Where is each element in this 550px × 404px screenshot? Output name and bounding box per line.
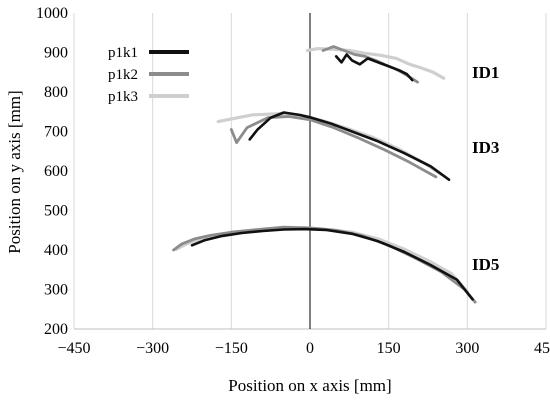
x-tick-label: 450 — [534, 340, 550, 357]
axes — [74, 13, 546, 330]
series-line-p1k1-id5 — [190, 227, 474, 301]
y-tick-label: 500 — [44, 203, 68, 220]
y-tick-label: 900 — [44, 45, 68, 62]
y-tick-label: 600 — [44, 163, 68, 180]
group-annotations: ID1 ID3 ID5 — [472, 63, 499, 274]
legend-label-p1k2: p1k2 — [108, 67, 138, 83]
legend-label-p1k1: p1k1 — [108, 45, 138, 61]
y-axis-title: Position on y axis [mm] — [5, 90, 24, 253]
y-tick-label: 400 — [44, 242, 68, 259]
series-line-p1k1-id3 — [248, 111, 451, 181]
x-tick-label: −150 — [215, 340, 248, 357]
annotation-id5: ID5 — [472, 255, 499, 274]
y-tick-label: 200 — [44, 321, 68, 338]
legend-item-p1k1: p1k1 — [108, 45, 189, 61]
x-tick-label: −300 — [136, 340, 169, 357]
series-line-p1k2-id3 — [229, 115, 438, 179]
x-tick-label: 0 — [306, 340, 314, 357]
legend-label-p1k3: p1k3 — [108, 89, 138, 105]
x-axis-title: Position on x axis [mm] — [228, 376, 391, 395]
y-tick-label: 1000 — [36, 5, 68, 22]
series-lines — [172, 45, 477, 304]
legend: p1k1 p1k2 p1k3 — [108, 45, 189, 105]
x-tick-label: 300 — [455, 340, 479, 357]
y-tick-label: 800 — [44, 84, 68, 101]
legend-item-p1k2: p1k2 — [108, 67, 189, 83]
annotation-id3: ID3 — [472, 138, 499, 157]
x-tick-label: −450 — [57, 340, 90, 357]
x-tick-label: 150 — [377, 340, 401, 357]
y-tick-label: 700 — [44, 124, 68, 141]
annotation-id1: ID1 — [472, 63, 499, 82]
tick-labels: −450 −300 −150 0 150 300 450 200 300 400 500 600 700… — [36, 5, 550, 357]
series-line-p1k1-id1 — [334, 53, 414, 82]
legend-item-p1k3: p1k3 — [108, 89, 189, 105]
y-tick-label: 300 — [44, 282, 68, 299]
